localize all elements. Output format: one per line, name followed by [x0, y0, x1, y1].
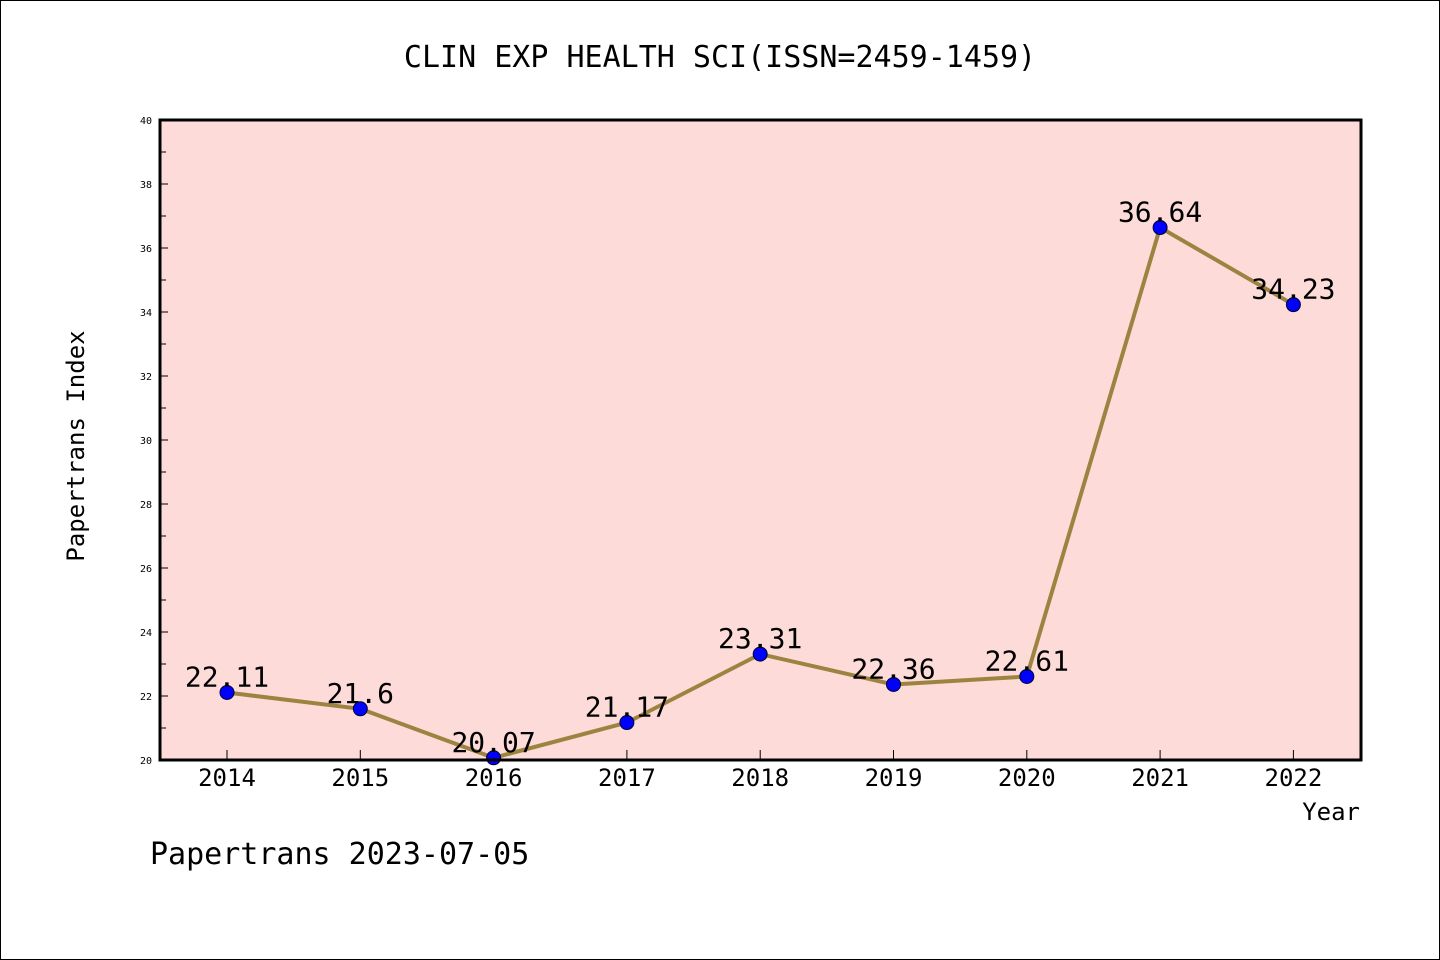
data-point [1285, 297, 1301, 313]
data-point [352, 701, 368, 717]
x-tick-label: 2019 [865, 764, 923, 792]
chart-title: CLIN EXP HEALTH SCI(ISSN=2459-1459) [404, 40, 1036, 75]
y-axis-label: Papertrans Index [62, 330, 90, 561]
y-tick-label: 32 [140, 372, 152, 383]
y-tick-label: 34 [140, 308, 152, 319]
y-tick-label: 40 [140, 116, 152, 127]
y-tick-label: 24 [140, 628, 152, 639]
x-tick-label: 2018 [731, 764, 789, 792]
series-layer: 22.11 21.6 20.07 21.17 23.31 22.36 22.61 36.64 3… [185, 196, 1336, 766]
x-axis-label: Year [1302, 798, 1360, 826]
data-label: 23.31 [718, 622, 802, 655]
data-label: 20.07 [451, 726, 535, 759]
x-tick-label: 2014 [198, 764, 256, 792]
data-label: 36.64 [1118, 196, 1202, 229]
data-label: 21.6 [327, 677, 394, 710]
y-tick-label: 22 [140, 692, 152, 703]
data-point [752, 646, 768, 662]
data-label: 22.11 [185, 660, 269, 693]
data-point [219, 684, 235, 700]
y-tick-label: 30 [140, 436, 152, 447]
y-tick-label: 26 [140, 564, 152, 575]
x-tick-label: 2022 [1265, 764, 1323, 792]
data-label: 22.36 [851, 652, 935, 685]
data-label: 22.61 [985, 644, 1069, 677]
data-point [886, 676, 901, 692]
x-tick-label: 2017 [598, 764, 656, 792]
y-tick-label: 28 [140, 500, 152, 511]
data-point [1152, 220, 1168, 236]
y-tick-label: 36 [140, 244, 152, 255]
data-label: 34.23 [1251, 273, 1335, 306]
data-point [1019, 668, 1035, 684]
data-point [619, 715, 635, 731]
plot-frame [158, 118, 1363, 762]
y-tick-label: 20 [140, 756, 152, 767]
source-footer: Papertrans 2023-07-05 [150, 837, 529, 872]
y-tick-label: 38 [140, 180, 152, 191]
data-label: 21.17 [585, 691, 669, 724]
x-tick-label: 2021 [1131, 764, 1189, 792]
x-tick-label: 2015 [331, 764, 389, 792]
x-tick-label: 2020 [998, 764, 1056, 792]
x-axis: 2014 2015 2016 2017 2018 2019 2020 2021 2022 [198, 750, 1322, 792]
x-tick-label: 2016 [465, 764, 523, 792]
